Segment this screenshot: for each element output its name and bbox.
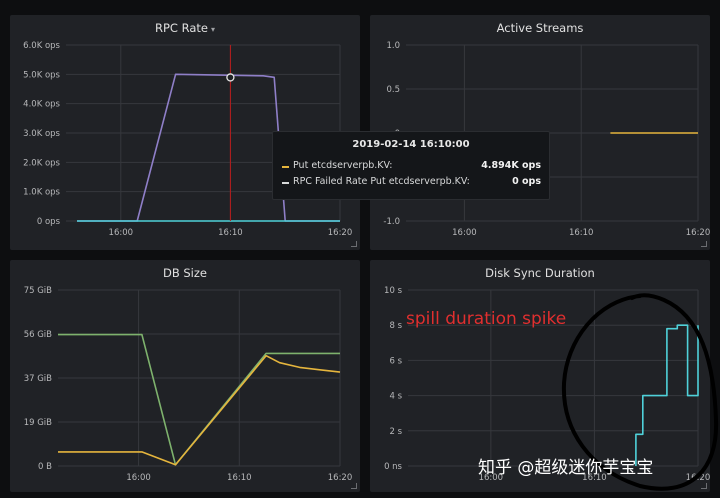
y-tick-label: 75 GiB xyxy=(24,286,52,296)
chevron-down-icon[interactable]: ▾ xyxy=(210,25,215,34)
panel-title-db-size[interactable]: DB Size xyxy=(162,266,207,280)
y-tick-label: -1.0 xyxy=(383,217,400,227)
x-tick-label: 16:00 xyxy=(479,473,504,483)
y-tick-label: 1.0 xyxy=(386,41,400,51)
series-color-swatch xyxy=(282,182,289,184)
series-line[interactable] xyxy=(635,324,699,466)
x-tick-label: 16:20 xyxy=(328,473,353,483)
watermark-text: 知乎 @超级迷你芋宝宝 xyxy=(478,458,654,478)
tooltip-series-label: Put etcdserverpb.KV: xyxy=(293,160,393,171)
x-tick-label: 16:20 xyxy=(328,228,353,238)
y-tick-label: 2 s xyxy=(389,427,402,437)
panel-resize-handle[interactable] xyxy=(701,483,707,489)
tooltip-series-value: 0 ops xyxy=(512,176,541,187)
x-tick-label: 16:00 xyxy=(126,473,151,483)
panel-resize-handle[interactable] xyxy=(351,483,357,489)
db-size-chart[interactable]: 75 GiB 56 GiB 37 GiB 19 GiB 0 B 16:00 16:10 16:… xyxy=(10,260,360,492)
hover-tooltip: 2019-02-14 16:10:00 Put etcdserverpb.KV:… xyxy=(272,131,550,200)
y-tick-label: 4 s xyxy=(389,392,402,402)
y-tick-label: 8 s xyxy=(389,321,402,331)
y-tick-label: 19 GiB xyxy=(24,418,52,428)
y-tick-label: 37 GiB xyxy=(24,374,52,384)
x-tick-label: 16:00 xyxy=(109,228,134,238)
tooltip-series-label: RPC Failed Rate Put etcdserverpb.KV: xyxy=(293,176,470,187)
y-tick-label: 10 s xyxy=(384,286,403,296)
tooltip-series-value: 4.894K ops xyxy=(481,160,541,171)
panel-title-rpc-rate[interactable]: RPC Rate ▾ xyxy=(10,21,360,35)
x-tick-label: 16:10 xyxy=(227,473,252,483)
x-tick-label: 16:10 xyxy=(569,228,594,238)
y-tick-label: 6 s xyxy=(389,356,402,366)
y-tick-label: 0 ops xyxy=(37,217,61,227)
x-tick-label: 16:20 xyxy=(686,473,711,483)
tooltip-row: Put etcdserverpb.KV: 4.894K ops xyxy=(282,160,541,174)
hover-point[interactable] xyxy=(226,73,235,82)
panel-title-active-streams[interactable]: Active Streams xyxy=(496,21,584,35)
panel-resize-handle[interactable] xyxy=(701,241,707,247)
x-tick-label: 16:00 xyxy=(452,228,477,238)
series-line[interactable] xyxy=(58,354,341,466)
x-tick-label: 16:20 xyxy=(686,228,711,238)
annotation-label: spill duration spike xyxy=(406,309,567,329)
y-tick-label: 2.0K ops xyxy=(23,158,60,168)
series-line[interactable] xyxy=(58,333,340,466)
tooltip-row: RPC Failed Rate Put etcdserverpb.KV: 0 o… xyxy=(282,176,541,190)
y-tick-label: 3.0K ops xyxy=(23,129,60,139)
y-tick-label: 6.0K ops xyxy=(23,41,60,51)
y-tick-label: 0 B xyxy=(38,462,52,472)
y-tick-label: 0.5 xyxy=(386,85,400,95)
panel-title-disk-sync[interactable]: Disk Sync Duration xyxy=(485,266,595,280)
db-size-panel: DB Size 75 GiB 56 GiB 37 GiB 19 GiB 0 B 16:00… xyxy=(10,260,360,492)
y-tick-label: 0 ns xyxy=(384,462,402,472)
rpc-rate-title: RPC Rate xyxy=(155,21,208,35)
y-tick-label: 1.0K ops xyxy=(23,188,60,198)
panel-resize-handle[interactable] xyxy=(351,241,357,247)
series-color-swatch xyxy=(282,166,289,168)
y-tick-label: 5.0K ops xyxy=(23,70,60,80)
x-tick-label: 16:10 xyxy=(218,228,243,238)
y-tick-label: 4.0K ops xyxy=(23,100,60,110)
y-tick-label: 56 GiB xyxy=(24,330,52,340)
tooltip-time: 2019-02-14 16:10:00 xyxy=(352,139,470,150)
